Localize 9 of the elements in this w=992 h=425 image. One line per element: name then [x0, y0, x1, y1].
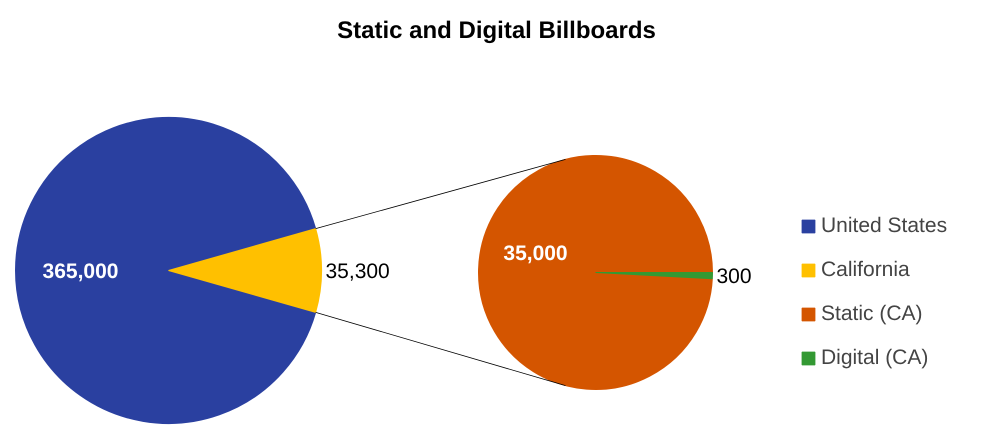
data-label: 365,000	[42, 260, 118, 283]
legend-label: California	[821, 258, 910, 282]
data-label: 35,000	[503, 242, 568, 265]
data-label: 300	[716, 265, 752, 288]
chart-title: Static and Digital Billboards	[337, 17, 656, 44]
legend-label: United States	[821, 214, 948, 238]
legend-label: Digital (CA)	[821, 346, 928, 370]
legend-label: Static (CA)	[821, 302, 923, 326]
data-label: 35,300	[326, 260, 390, 283]
